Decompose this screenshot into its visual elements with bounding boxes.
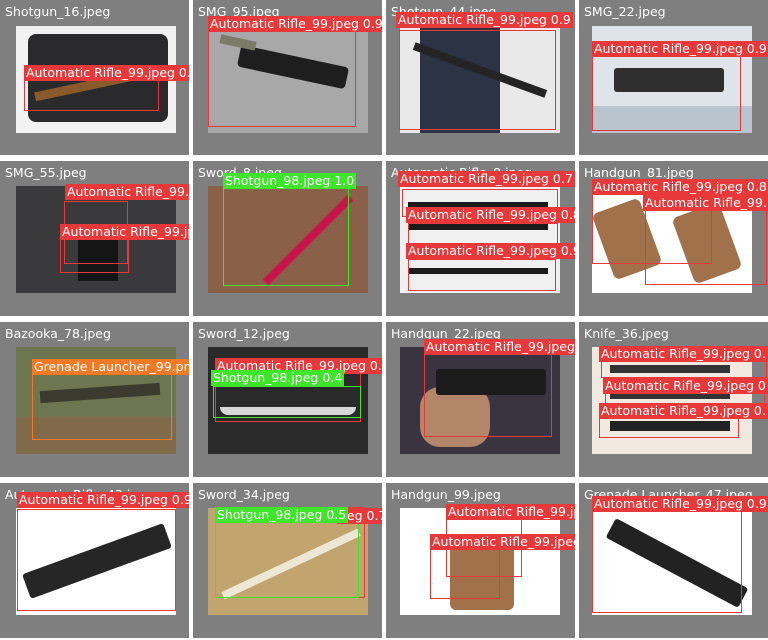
image-tile[interactable]: Shotgun_44.jpeg Automatic Rifle_99.jpeg … bbox=[386, 0, 575, 155]
tile-filename: Knife_36.jpeg bbox=[584, 326, 669, 341]
tile-filename: Bazooka_78.jpeg bbox=[5, 326, 111, 341]
sword-shape bbox=[220, 407, 356, 415]
detection-label: Automatic Rifle_99.jpeg 0 bbox=[603, 378, 768, 394]
tile-image bbox=[592, 347, 752, 454]
detection-box bbox=[32, 366, 172, 440]
image-tile[interactable]: Automatic Rifle_43.jpeg Automatic Rifle_… bbox=[0, 483, 189, 638]
detection-label: Shotgun_98.jpeg 0.4 bbox=[211, 370, 345, 386]
detection-label: Automatic Rifle_99.jpeg 0.7 bbox=[398, 171, 575, 187]
tile-filename: SMG_22.jpeg bbox=[584, 4, 666, 19]
tile-filename: Sword_12.jpeg bbox=[198, 326, 290, 341]
image-tile[interactable]: Bazooka_78.jpeg Grenade Launcher_99.png … bbox=[0, 322, 189, 477]
image-tile[interactable]: Sword_34.jpeg peg 0.7 Shotgun_98.jpeg 0.… bbox=[193, 483, 382, 638]
detection-label: Automatic Rifle_99.jpeg 0.9 bbox=[17, 492, 189, 508]
person-shape bbox=[420, 26, 500, 133]
detection-box bbox=[17, 509, 176, 611]
detection-box bbox=[430, 547, 500, 599]
detection-label: Shotgun_98.jpeg 1.0 bbox=[223, 173, 357, 189]
tile-filename: Handgun_81.jpeg bbox=[584, 165, 694, 180]
detection-box bbox=[60, 239, 129, 273]
image-tile[interactable]: Handgun_99.jpeg Automatic Rifle_99.jpeg … bbox=[386, 483, 575, 638]
image-tile[interactable]: Sword_12.jpeg Automatic Rifle_99.jpeg 0.… bbox=[193, 322, 382, 477]
detection-label: Automatic Rifle_99.jpeg 0. bbox=[599, 346, 768, 362]
detection-box bbox=[223, 187, 349, 286]
detection-box bbox=[408, 259, 556, 291]
detection-label: peg 0.7 bbox=[337, 508, 382, 524]
detection-box bbox=[645, 207, 767, 285]
image-tile[interactable]: Automatic Rifle_8.jpeg Automatic Rifle_9… bbox=[386, 161, 575, 316]
detection-box bbox=[213, 386, 361, 418]
tile-image bbox=[16, 508, 176, 615]
detection-label: Automatic Rifle_99.jpeg 0. bbox=[599, 403, 768, 419]
image-tile[interactable]: Grenade Launcher_47.jpeg Automatic Rifle… bbox=[579, 483, 768, 638]
knife-shape bbox=[610, 391, 730, 399]
detection-label: Automatic Rifle_99. bbox=[643, 195, 768, 211]
detection-box bbox=[208, 26, 356, 127]
hand-shape bbox=[420, 387, 490, 447]
knife-shape bbox=[610, 421, 730, 431]
detection-label: Automatic Rifle_99.jpeg 0.9 bbox=[592, 41, 768, 57]
tile-filename: Handgun_99.jpeg bbox=[391, 487, 501, 502]
display-stand-shape bbox=[592, 106, 752, 133]
detection-label: Automatic Rifle_99.jpeg 0.9 bbox=[430, 534, 575, 550]
tile-image bbox=[400, 508, 560, 615]
image-tile[interactable]: Sword_8.jpeg Shotgun_98.jpeg 1.0 bbox=[193, 161, 382, 316]
detection-label: Automatic Rifle_99.jpeg 0.9 bbox=[208, 16, 382, 32]
detection-label: Automatic Rifle_99.jpeg 0.8 bbox=[592, 179, 768, 195]
handgun-shape bbox=[436, 369, 546, 395]
detection-label: Automatic Rifle_99.jpeg 0.9 bbox=[592, 496, 768, 512]
image-tile[interactable]: SMG_95.jpeg Automatic Rifle_99.jpeg 0.9 bbox=[193, 0, 382, 155]
rifle-shape bbox=[408, 224, 548, 230]
tile-image bbox=[592, 508, 752, 615]
rifle-shape bbox=[408, 268, 548, 274]
tile-filename: SMG_95.jpeg bbox=[198, 4, 280, 19]
tile-image bbox=[208, 26, 368, 133]
detection-box bbox=[215, 521, 359, 598]
detection-label: Automatic Rifle_99.jpeg 0.6 bbox=[424, 339, 575, 355]
image-tile[interactable]: Shotgun_16.jpeg Automatic Rifle_99.jpeg … bbox=[0, 0, 189, 155]
detection-box bbox=[599, 418, 739, 438]
tile-image bbox=[208, 186, 368, 293]
detection-label: Grenade Launcher_99.png 0 bbox=[32, 359, 189, 375]
knife-shape bbox=[610, 365, 730, 373]
image-tile[interactable]: SMG_55.jpeg Automatic Rifle_99.jpeg 0.7 … bbox=[0, 161, 189, 316]
image-tile[interactable]: Knife_36.jpeg Automatic Rifle_99.jpeg 0.… bbox=[579, 322, 768, 477]
rifle-shape bbox=[408, 202, 548, 208]
tile-filename: Handgun_22.jpeg bbox=[391, 326, 501, 341]
tile-image bbox=[400, 26, 560, 133]
smg-shape bbox=[614, 68, 724, 92]
detection-box bbox=[592, 507, 742, 613]
detection-label: Automatic Rifle_99.jpeg 0.6 bbox=[60, 224, 189, 240]
ground-shape bbox=[16, 417, 176, 454]
detection-label: Automatic Rifle_99.jpeg 0.9 bbox=[396, 12, 573, 28]
detection-label: Shotgun_98.jpeg 0.5 bbox=[215, 507, 349, 523]
detection-label: Automatic Rifle_99.jpeg 0.7 bbox=[24, 65, 189, 81]
image-tile[interactable]: Handgun_22.jpeg Automatic Rifle_99.jpeg … bbox=[386, 322, 575, 477]
tile-filename: Sword_34.jpeg bbox=[198, 487, 290, 502]
tile-filename: Shotgun_16.jpeg bbox=[5, 4, 111, 19]
detection-label: Automatic Rifle_99.jpeg 0.9 bbox=[406, 243, 575, 259]
detection-box bbox=[399, 30, 556, 130]
detection-label: Automatic Rifle_99.jpeg 0.7 bbox=[65, 184, 189, 200]
detection-label: Automatic Rifle_99.jpeg 0.8 bbox=[406, 207, 575, 223]
detection-box bbox=[424, 350, 552, 437]
image-tile[interactable]: Handgun_81.jpeg Automatic Rifle_99.jpeg … bbox=[579, 161, 768, 316]
image-tile[interactable]: SMG_22.jpeg Automatic Rifle_99.jpeg 0.9 bbox=[579, 0, 768, 155]
detection-label: Automatic Rifle_99.jpeg 0.9 bbox=[446, 504, 575, 520]
tile-filename: SMG_55.jpeg bbox=[5, 165, 87, 180]
